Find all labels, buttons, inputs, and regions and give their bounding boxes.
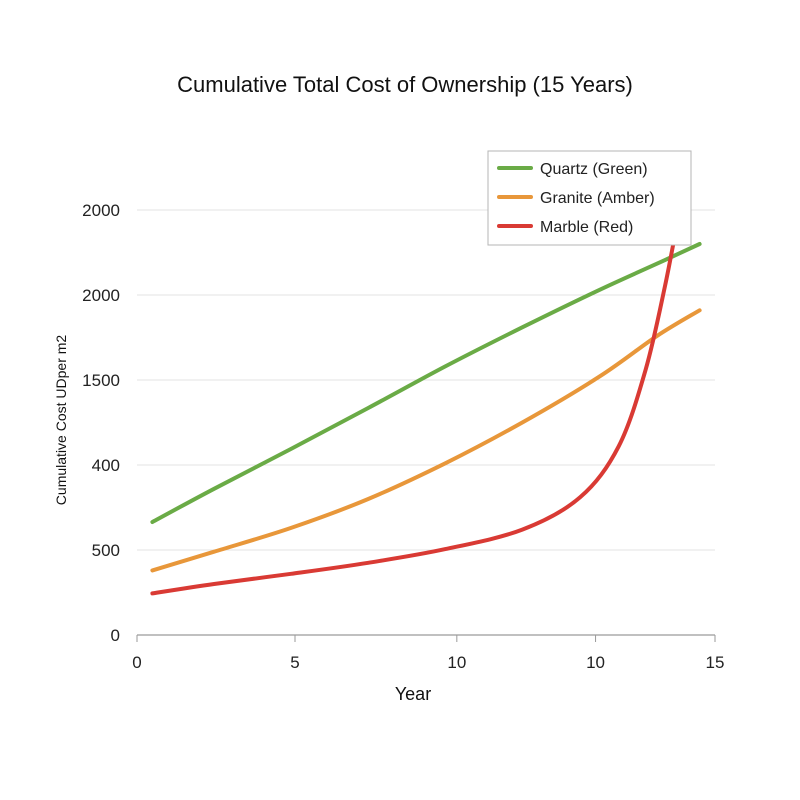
series-lines bbox=[150, 225, 702, 596]
y-tick-label: 0 bbox=[111, 626, 120, 645]
legend-label-granite: Granite (Amber) bbox=[540, 190, 655, 207]
legend-items: Quartz (Green) Granite (Amber) Marble (Red… bbox=[497, 161, 655, 236]
chart-title: Cumulative Total Cost of Ownership (15 Y… bbox=[177, 72, 633, 97]
y-axis-title: Cumulative Cost UDper m2 bbox=[53, 335, 69, 506]
x-tick-label: 15 bbox=[706, 653, 725, 672]
x-tick-label: 5 bbox=[290, 653, 299, 672]
legend-label-quartz: Quartz (Green) bbox=[540, 161, 648, 178]
legend: Quartz (Green) Granite (Amber) Marble (Red… bbox=[487, 150, 692, 246]
y-tick-label: 500 bbox=[92, 541, 120, 560]
x-axis-ticks: 0 5 10 10 15 bbox=[132, 635, 724, 672]
x-tick-label: 10 bbox=[586, 653, 605, 672]
series-line-quartz bbox=[150, 242, 702, 524]
y-tick-label: 400 bbox=[92, 456, 120, 475]
series-line-marble bbox=[150, 225, 679, 596]
y-tick-label: 2000 bbox=[82, 201, 120, 220]
x-tick-label: 10 bbox=[447, 653, 466, 672]
gridlines bbox=[137, 209, 715, 551]
y-tick-label: 2000 bbox=[82, 286, 120, 305]
y-axis-ticks: 0 500 400 1500 2000 2000 bbox=[82, 201, 120, 645]
x-tick-label: 0 bbox=[132, 653, 141, 672]
series-line-granite bbox=[150, 308, 702, 573]
x-axis-title: Year bbox=[395, 684, 431, 704]
y-tick-label: 1500 bbox=[82, 371, 120, 390]
legend-label-marble: Marble (Red) bbox=[540, 219, 633, 236]
